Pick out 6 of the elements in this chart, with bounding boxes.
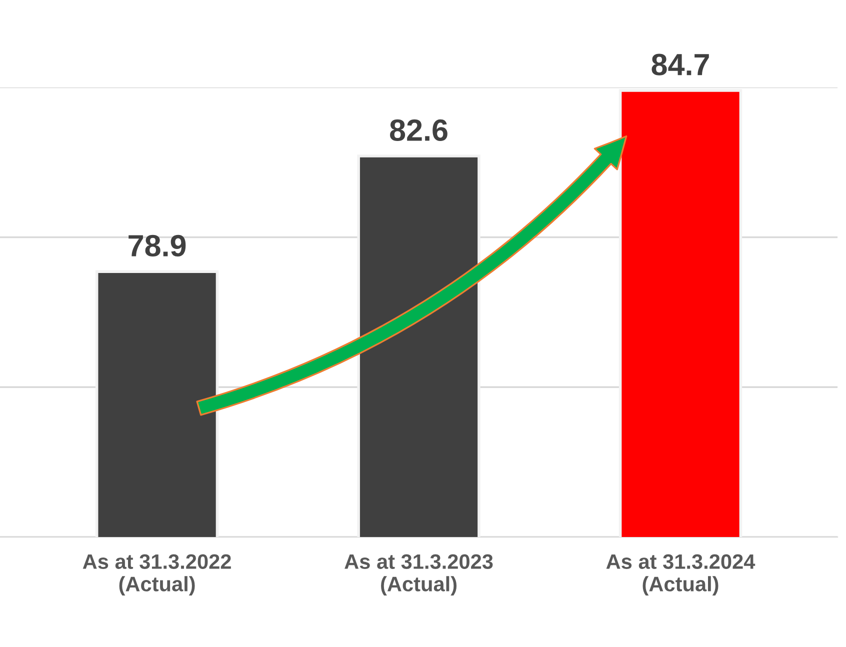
data-label: 78.9 <box>128 234 186 257</box>
x-tick-label: As at 31.3.2024 (Actual) <box>606 554 756 596</box>
x-tick-label: As at 31.3.2023 (Actual) <box>344 554 493 596</box>
data-label: 82.6 <box>390 119 448 142</box>
x-tick-label: As at 31.3.2022 (Actual) <box>82 554 231 596</box>
data-label: 84.7 <box>652 54 709 76</box>
